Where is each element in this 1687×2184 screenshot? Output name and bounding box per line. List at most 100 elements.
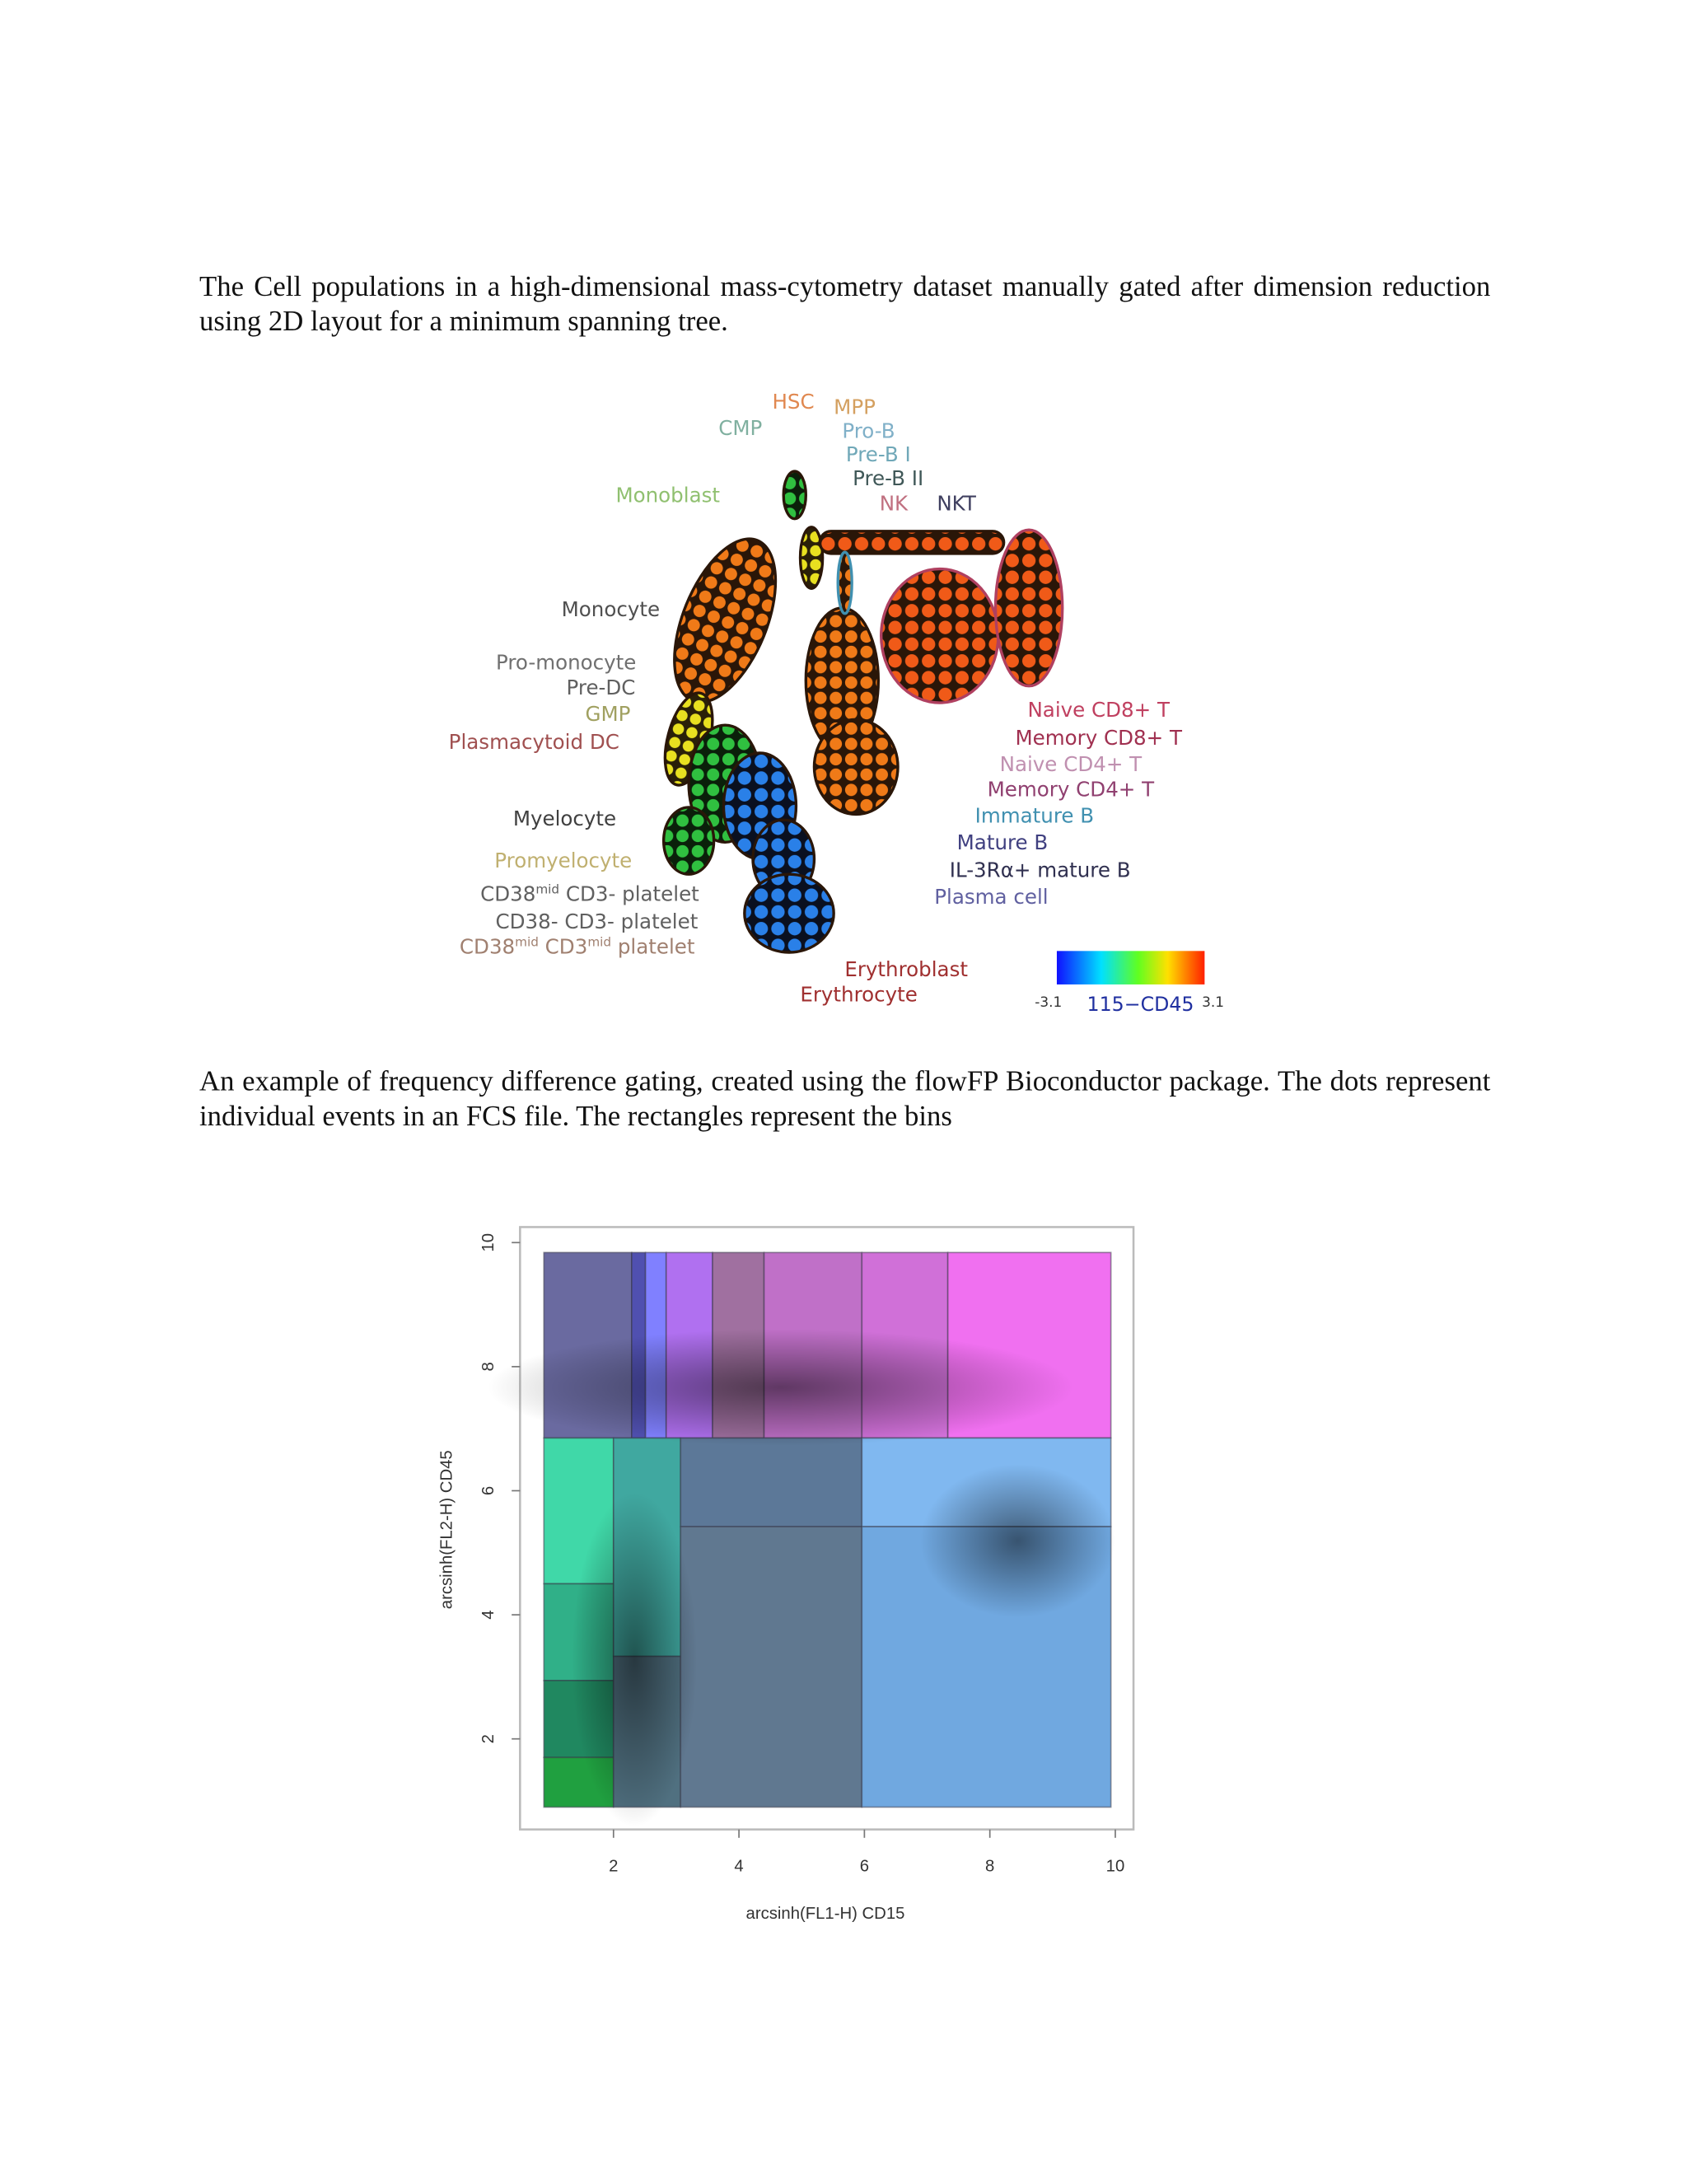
blob [661,806,716,876]
label-part: mid [515,935,539,950]
y-tick-label: 4 [479,1610,498,1619]
y-tick-label: 10 [479,1233,498,1252]
label-part: CD3 [539,935,587,959]
bin [543,1680,615,1759]
density [571,1492,698,1827]
density [488,1329,1074,1447]
population-label: CD38- CD3- platelet [496,910,699,933]
population-label: NKT [937,491,977,515]
population-label: NK [880,491,909,515]
bins [543,1251,1112,1808]
blob [836,550,853,615]
blob [880,567,1000,704]
x-tick-label: 6 [860,1857,869,1875]
colorbar-max: 3.1 [1202,994,1224,1010]
population-label: Naive CD4+ T [1000,752,1143,776]
bin [631,1251,647,1439]
population-label: Memory CD8+ T [1015,726,1183,750]
label-part: IL-3Rα+ mature B [950,858,1131,882]
colorbar-title: 115−CD45 [1087,993,1194,1016]
population-label: Pro-monocyte [496,650,636,674]
event-density [488,1329,1116,1827]
population-label: Immature B [975,804,1095,828]
label-part: MPP [834,395,876,419]
label-part: Pro-B [842,419,895,442]
axes: 2 4 6 8 10 2 4 6 8 10 arcsinh(FL1-H) CD15 arcsinh(F… [437,1233,1124,1923]
label-part: Plasma cell [934,885,1048,909]
plot-frame [519,1226,1135,1831]
label-part: Memory CD8+ T [1015,726,1183,750]
label-part: NK [880,491,909,515]
density [920,1464,1116,1618]
population-label: Plasma cell [934,885,1048,909]
label-part: Naive CD8+ T [1027,698,1171,722]
y-axis-label: arcsinh(FL2-H) CD45 [437,1450,456,1609]
paragraph: The Cell populations in a high-dimension… [199,272,1491,338]
blob [743,872,835,954]
blob [782,470,807,521]
bin [763,1251,863,1439]
label-part: Pre-B II [853,466,923,490]
population-label: Mature B [957,830,1049,854]
population-label: Myelocyte [513,807,616,830]
label-part: Pre-DC [567,676,636,699]
population-label: Monoblast [615,483,720,507]
population-label: CD38mid CD3mid platelet [460,935,695,959]
label-part: CD3- platelet [559,882,699,905]
population-label: Plasmacytoid DC [449,730,619,754]
bin [861,1437,1112,1528]
label-part: Erythrocyte [800,982,918,1006]
bin [712,1251,765,1439]
bin [543,1251,633,1439]
label-part: HSC [772,390,814,414]
population-label: MPP [834,395,876,419]
label-part: Plasmacytoid DC [449,730,619,754]
label-part: Monocyte [562,597,660,621]
bin [680,1437,863,1528]
population-label: Erythroblast [844,957,968,981]
population-label: Promyelocyte [494,849,632,872]
bin [543,1583,615,1681]
population-label: Pre-B II [853,466,923,490]
bin [612,1655,682,1808]
bin [612,1437,682,1658]
label-part: mid [587,935,611,950]
bin [861,1251,949,1439]
label-part: Myelocyte [513,807,616,830]
label-part: Memory CD4+ T [988,777,1156,801]
blob [798,526,825,590]
population-label: Erythrocyte [800,982,918,1006]
bin [946,1251,1112,1439]
population-label: Pre-DC [567,676,636,699]
label-part: Promyelocyte [494,849,632,872]
population-label: Naive CD8+ T [1027,698,1171,722]
label-part: Mature B [957,830,1049,854]
label-part: NKT [937,491,977,515]
bin [861,1526,1112,1808]
label-part: Naive CD4+ T [1000,752,1143,776]
population-label: CMP [718,416,762,440]
x-tick-label: 4 [734,1857,743,1875]
x-axis-label: arcsinh(FL1-H) CD15 [746,1905,905,1923]
bin [543,1756,615,1808]
blob [818,530,1006,555]
label-part: GMP [585,702,630,726]
label-part: mid [535,882,559,896]
population-label: Monocyte [562,597,660,621]
y-tick-label: 2 [479,1734,498,1743]
y-tick-label: 6 [479,1486,498,1495]
colorbar-min: -3.1 [1035,994,1062,1010]
bin [644,1251,667,1439]
colorbar [1056,951,1205,984]
label-part: CD38 [480,882,535,905]
population-label: HSC [772,390,814,414]
label-part: Erythroblast [844,957,968,981]
population-label: GMP [585,702,630,726]
label-part: CMP [718,416,762,440]
population-label: Memory CD4+ T [988,777,1156,801]
label-part: Pre-B I [846,442,911,466]
